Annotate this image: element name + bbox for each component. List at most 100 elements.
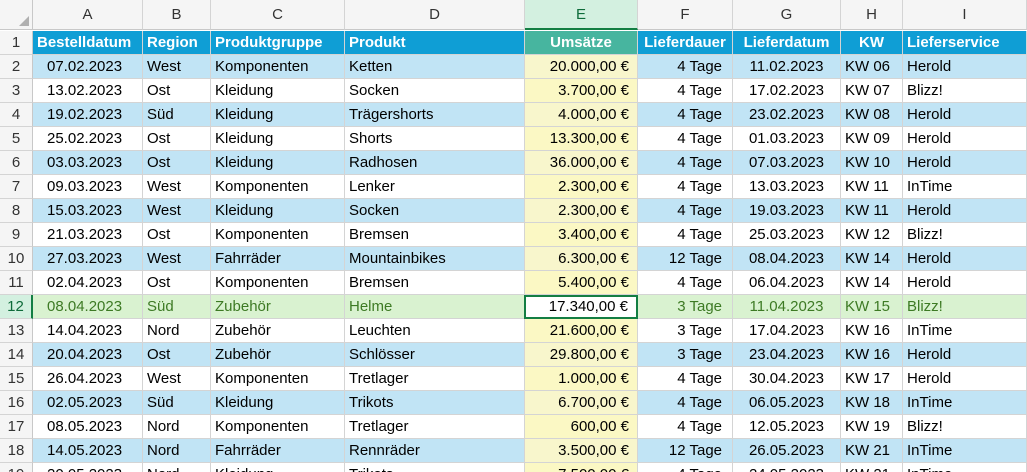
cell-produktgruppe[interactable]: Komponenten	[211, 415, 345, 439]
cell-umsaetze[interactable]: 13.300,00 €	[525, 127, 638, 151]
column-header-h[interactable]: H	[841, 0, 903, 30]
cell-bestelldatum[interactable]: 13.02.2023	[33, 79, 143, 103]
cell-kw[interactable]: KW 07	[841, 79, 903, 103]
cell-produkt[interactable]: Socken	[345, 199, 525, 223]
cell-lieferdatum[interactable]: 19.03.2023	[733, 199, 841, 223]
cell-region[interactable]: Nord	[143, 415, 211, 439]
cell-produkt[interactable]: Radhosen	[345, 151, 525, 175]
cell-lieferdatum[interactable]: 11.04.2023	[733, 295, 841, 319]
cell-lieferdauer[interactable]: 3 Tage	[638, 295, 733, 319]
cell-umsaetze[interactable]: 600,00 €	[525, 415, 638, 439]
cell-produktgruppe[interactable]: Kleidung	[211, 463, 345, 472]
cell-lieferdatum[interactable]: 26.05.2023	[733, 439, 841, 463]
cell-lieferdatum[interactable]: 13.03.2023	[733, 175, 841, 199]
cell-lieferdauer[interactable]: 3 Tage	[638, 319, 733, 343]
cell-lieferservice[interactable]: InTime	[903, 319, 1027, 343]
cell-produktgruppe[interactable]: Kleidung	[211, 199, 345, 223]
cell-produktgruppe[interactable]: Kleidung	[211, 151, 345, 175]
cell-region[interactable]: Süd	[143, 295, 211, 319]
cell-produktgruppe[interactable]: Zubehör	[211, 343, 345, 367]
cell-umsaetze[interactable]: 36.000,00 €	[525, 151, 638, 175]
row-header[interactable]: 6	[0, 151, 33, 175]
cell-produkt[interactable]: Bremsen	[345, 271, 525, 295]
cell-kw[interactable]: KW 18	[841, 391, 903, 415]
cell-produkt[interactable]: Ketten	[345, 55, 525, 79]
cell-produkt[interactable]: Trägershorts	[345, 103, 525, 127]
cell-lieferdauer[interactable]: 12 Tage	[638, 247, 733, 271]
cell-lieferservice[interactable]: Blizz!	[903, 223, 1027, 247]
column-header-i[interactable]: I	[903, 0, 1027, 30]
cell-lieferservice[interactable]: Herold	[903, 367, 1027, 391]
cell-umsaetze[interactable]: 2.300,00 €	[525, 199, 638, 223]
cell-umsaetze[interactable]: 3.700,00 €	[525, 79, 638, 103]
cell-bestelldatum[interactable]: 26.04.2023	[33, 367, 143, 391]
cell-lieferservice[interactable]: Blizz!	[903, 79, 1027, 103]
cell-produktgruppe[interactable]: Komponenten	[211, 271, 345, 295]
row-header[interactable]: 12	[0, 295, 33, 319]
cell-bestelldatum[interactable]: 15.03.2023	[33, 199, 143, 223]
cell-lieferdatum[interactable]: 23.02.2023	[733, 103, 841, 127]
cell-lieferservice[interactable]: Herold	[903, 127, 1027, 151]
cell-lieferservice[interactable]: InTime	[903, 439, 1027, 463]
cell-region[interactable]: West	[143, 247, 211, 271]
select-all-corner[interactable]	[0, 0, 33, 30]
cell-produktgruppe[interactable]: Komponenten	[211, 175, 345, 199]
cell-lieferservice[interactable]: Herold	[903, 271, 1027, 295]
cell-lieferdatum[interactable]: 25.03.2023	[733, 223, 841, 247]
row-header[interactable]: 18	[0, 439, 33, 463]
cell-umsaetze[interactable]: 3.500,00 €	[525, 439, 638, 463]
row-header[interactable]: 16	[0, 391, 33, 415]
cell-region[interactable]: Ost	[143, 343, 211, 367]
cell-bestelldatum[interactable]: 14.05.2023	[33, 439, 143, 463]
column-header-f[interactable]: F	[638, 0, 733, 30]
cell-produktgruppe[interactable]: Kleidung	[211, 103, 345, 127]
cell-bestelldatum[interactable]: 20.04.2023	[33, 343, 143, 367]
cell-lieferservice[interactable]: Blizz!	[903, 295, 1027, 319]
cell-region[interactable]: West	[143, 367, 211, 391]
cell-lieferservice[interactable]: Herold	[903, 151, 1027, 175]
header-cell-produktgruppe[interactable]: Produktgruppe	[211, 31, 345, 55]
cell-region[interactable]: Nord	[143, 463, 211, 472]
row-header[interactable]: 5	[0, 127, 33, 151]
cell-region[interactable]: West	[143, 55, 211, 79]
cell-lieferdauer[interactable]: 4 Tage	[638, 175, 733, 199]
cell-lieferdauer[interactable]: 4 Tage	[638, 127, 733, 151]
cell-produkt[interactable]: Socken	[345, 79, 525, 103]
cell-produktgruppe[interactable]: Komponenten	[211, 55, 345, 79]
cell-umsaetze[interactable]: 29.800,00 €	[525, 343, 638, 367]
cell-kw[interactable]: KW 14	[841, 271, 903, 295]
cell-produktgruppe[interactable]: Kleidung	[211, 79, 345, 103]
cell-region[interactable]: Ost	[143, 223, 211, 247]
cell-lieferservice[interactable]: Herold	[903, 103, 1027, 127]
cell-kw[interactable]: KW 10	[841, 151, 903, 175]
cell-kw[interactable]: KW 12	[841, 223, 903, 247]
row-header[interactable]: 3	[0, 79, 33, 103]
cell-bestelldatum[interactable]: 27.03.2023	[33, 247, 143, 271]
cell-region[interactable]: Ost	[143, 151, 211, 175]
cell-lieferdauer[interactable]: 3 Tage	[638, 343, 733, 367]
cell-lieferdatum[interactable]: 06.04.2023	[733, 271, 841, 295]
cell-region[interactable]: Nord	[143, 319, 211, 343]
column-header-c[interactable]: C	[211, 0, 345, 30]
cell-kw[interactable]: KW 16	[841, 343, 903, 367]
cell-lieferdatum[interactable]: 24.05.2023	[733, 463, 841, 472]
cell-bestelldatum[interactable]: 02.04.2023	[33, 271, 143, 295]
cell-lieferdatum[interactable]: 12.05.2023	[733, 415, 841, 439]
row-header[interactable]: 4	[0, 103, 33, 127]
row-header[interactable]: 15	[0, 367, 33, 391]
cell-bestelldatum[interactable]: 14.04.2023	[33, 319, 143, 343]
column-header-e[interactable]: E	[525, 0, 638, 30]
cell-region[interactable]: Süd	[143, 391, 211, 415]
cell-umsaetze[interactable]: 20.000,00 €	[525, 55, 638, 79]
cell-umsaetze[interactable]: 5.400,00 €	[525, 271, 638, 295]
row-header[interactable]: 13	[0, 319, 33, 343]
cell-umsaetze[interactable]: 6.700,00 €	[525, 391, 638, 415]
cell-kw[interactable]: KW 06	[841, 55, 903, 79]
row-header[interactable]: 2	[0, 55, 33, 79]
cell-lieferservice[interactable]: Herold	[903, 343, 1027, 367]
cell-kw[interactable]: KW 21	[841, 439, 903, 463]
row-header[interactable]: 8	[0, 199, 33, 223]
cell-produkt[interactable]: Bremsen	[345, 223, 525, 247]
cell-kw[interactable]: KW 16	[841, 319, 903, 343]
cell-region[interactable]: West	[143, 199, 211, 223]
